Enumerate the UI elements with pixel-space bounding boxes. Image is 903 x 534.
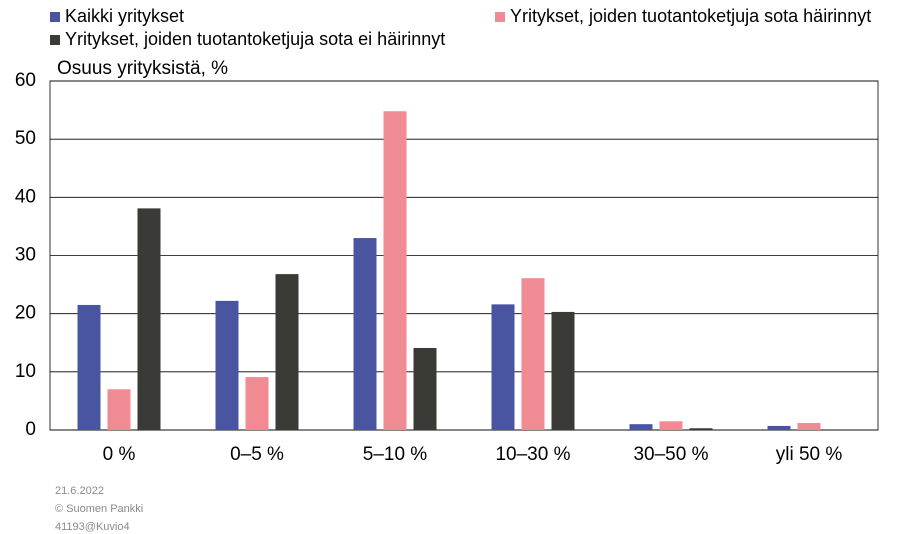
bar bbox=[413, 347, 437, 430]
y-tick-label: 0 bbox=[25, 419, 36, 440]
bar bbox=[353, 238, 377, 430]
bar bbox=[689, 428, 713, 430]
bar bbox=[215, 300, 239, 430]
legend-swatch bbox=[50, 35, 60, 45]
y-tick-label: 60 bbox=[15, 70, 36, 91]
bar bbox=[521, 278, 545, 430]
x-tick-label: 30–50 % bbox=[633, 444, 708, 465]
x-tick-label: 0–5 % bbox=[230, 444, 284, 465]
bar bbox=[77, 304, 101, 430]
legend-label: Kaikki yritykset bbox=[65, 6, 184, 26]
bar bbox=[797, 423, 821, 430]
bar bbox=[659, 421, 683, 430]
y-tick-label: 10 bbox=[15, 361, 36, 382]
y-tick-label: 50 bbox=[15, 128, 36, 149]
bar bbox=[107, 389, 131, 430]
y-tick-label: 40 bbox=[15, 186, 36, 207]
footer-text: 21.6.2022 bbox=[55, 485, 104, 497]
y-tick-label: 30 bbox=[15, 245, 36, 266]
x-tick-label: 0 % bbox=[103, 444, 136, 465]
x-tick-label: yli 50 % bbox=[776, 444, 843, 465]
legend-label: Yritykset, joiden tuotantoketjuja sota e… bbox=[65, 29, 445, 49]
footer-text: 41193@Kuvio4 bbox=[55, 521, 130, 533]
bar bbox=[551, 311, 575, 430]
y-tick-label: 20 bbox=[15, 303, 36, 324]
y-axis-label: Osuus yrityksistä, % bbox=[57, 58, 228, 79]
bar bbox=[275, 274, 299, 430]
legend-label: Yritykset, joiden tuotantoketjuja sota h… bbox=[510, 6, 871, 26]
bar bbox=[383, 111, 407, 430]
bar bbox=[137, 208, 161, 430]
x-tick-label: 10–30 % bbox=[495, 444, 570, 465]
bar bbox=[245, 377, 269, 430]
plot-frame bbox=[49, 80, 879, 431]
x-tick-label: 5–10 % bbox=[363, 444, 428, 465]
footer-text: © Suomen Pankki bbox=[55, 503, 143, 515]
legend-swatch bbox=[50, 12, 60, 22]
bar bbox=[629, 424, 653, 430]
bar bbox=[767, 425, 791, 430]
bar bbox=[491, 304, 515, 430]
legend-swatch bbox=[495, 12, 505, 22]
